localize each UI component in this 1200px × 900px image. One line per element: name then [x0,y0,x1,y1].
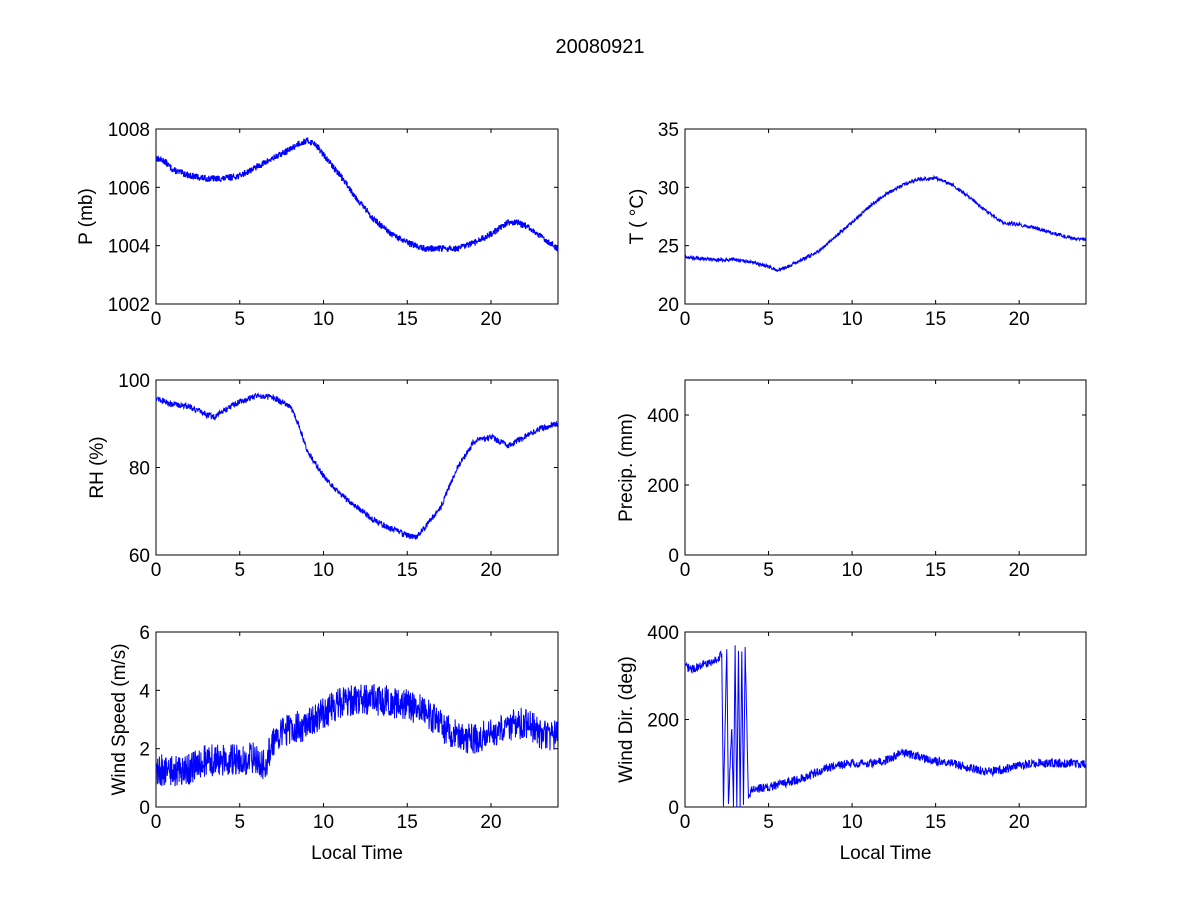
panel-pressure: 0 5 10 15 20 1002 1004 1006 1008 P (mb) [76,120,559,330]
y-axis-label: T ( °C) [627,189,648,245]
y-tick-label: 1006 [108,178,150,199]
x-tick-label: 5 [234,309,245,330]
series-line-wind-direction [684,645,1087,808]
x-tick-label: 20 [480,560,501,581]
x-tick-label: 15 [397,812,418,833]
y-tick-label: 60 [129,546,150,567]
x-tick-label: 5 [234,560,245,581]
y-tick-label: 200 [647,711,679,732]
y-axis-label: Wind Speed (m/s) [109,643,130,795]
y-tick-label: 0 [668,798,679,819]
y-tick-label: 4 [139,681,150,702]
y-tick-label: 80 [129,459,150,480]
y-tick-label: 400 [647,623,679,644]
x-tick-label: 0 [680,560,691,581]
panel-wind-speed: 0 5 10 15 20 0 2 4 6 Wind Speed (m/s) Local Time [109,623,559,864]
y-tick-label: 6 [139,623,150,644]
x-tick-label: 10 [313,812,334,833]
y-axis-label: Wind Dir. (deg) [616,656,637,783]
series-line-wind-speed [155,683,559,787]
axes-frame [684,631,1087,808]
x-axis-label: Local Time [311,843,403,864]
x-tick-label: 20 [1009,309,1030,330]
axes-frame [155,128,559,305]
x-tick-label: 5 [763,560,774,581]
y-tick-label: 1004 [108,237,151,258]
x-tick-label: 10 [842,812,863,833]
x-tick-label: 20 [480,309,501,330]
y-tick-label: 20 [658,295,679,316]
x-tick-label: 0 [680,812,691,833]
x-tick-label: 0 [680,309,691,330]
x-tick-label: 15 [925,560,946,581]
y-tick-label: 1002 [108,295,150,316]
y-tick-label: 2 [139,740,150,761]
y-axis-label: Precip. (mm) [616,413,637,522]
y-tick-label: 30 [658,178,679,199]
x-tick-label: 10 [313,560,334,581]
axes-frame [684,128,1087,305]
y-tick-label: 100 [118,371,150,392]
panel-humidity: 0 5 10 15 20 60 80 100 RH (%) [87,371,559,581]
x-axis-label: Local Time [840,843,932,864]
x-tick-label: 5 [234,812,245,833]
axes-frame [155,631,559,808]
x-tick-label: 15 [925,309,946,330]
axes-frame [155,379,559,556]
axes-frame [684,379,1087,556]
x-tick-label: 10 [842,560,863,581]
panel-temperature: 0 5 10 15 20 20 25 30 35 T ( °C) [627,120,1087,330]
series-line-humidity [155,392,559,540]
x-tick-label: 0 [151,560,162,581]
x-tick-label: 20 [480,812,501,833]
x-tick-label: 20 [1009,812,1030,833]
x-tick-label: 15 [397,309,418,330]
y-axis-label: RH (%) [87,436,108,498]
y-axis-label: P (mb) [76,188,97,245]
x-tick-label: 15 [397,560,418,581]
x-tick-label: 5 [763,309,774,330]
x-tick-label: 5 [763,812,774,833]
series-line-temperature [684,174,1087,272]
y-tick-label: 25 [658,237,679,258]
y-tick-label: 200 [647,476,679,497]
y-tick-label: 0 [668,546,679,567]
series-line-pressure [155,137,559,252]
figure-title: 20080921 [556,36,645,58]
x-tick-label: 0 [151,309,162,330]
y-tick-label: 0 [139,798,150,819]
x-tick-label: 0 [151,812,162,833]
y-tick-label: 35 [658,120,679,141]
x-tick-label: 10 [313,309,334,330]
y-tick-label: 1008 [108,120,150,141]
x-tick-label: 15 [925,812,946,833]
x-tick-label: 20 [1009,560,1030,581]
x-tick-label: 10 [842,309,863,330]
y-tick-label: 400 [647,406,679,427]
